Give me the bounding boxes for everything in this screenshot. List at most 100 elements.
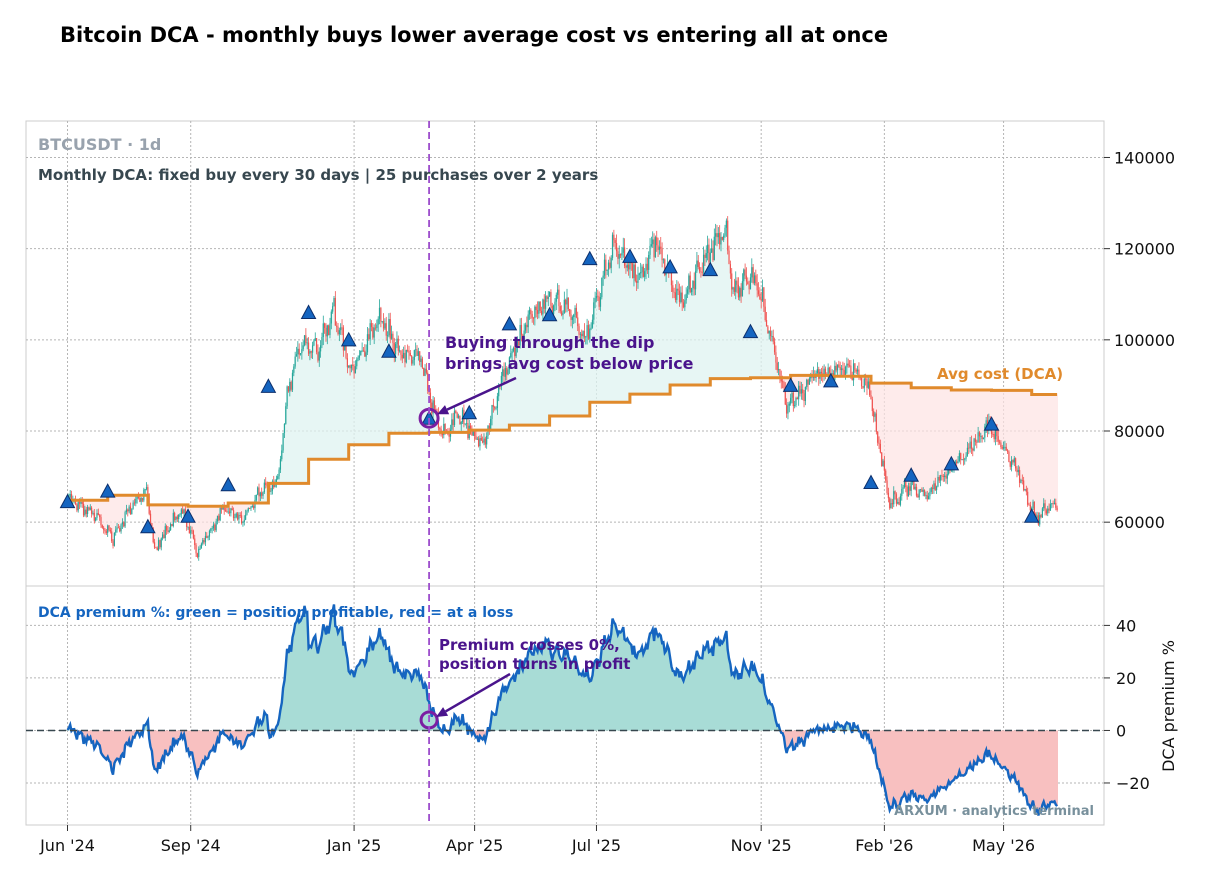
candle-620 bbox=[897, 498, 899, 505]
candle-351 bbox=[536, 301, 539, 320]
x-tick-label-3: Apr '25 bbox=[446, 836, 504, 855]
candle-182 bbox=[310, 350, 312, 359]
candle-body-86 bbox=[182, 509, 184, 514]
candle-584 bbox=[848, 360, 851, 368]
candle-body-710 bbox=[1017, 470, 1019, 473]
candle-body-514 bbox=[755, 275, 757, 284]
candle-body-340 bbox=[522, 334, 524, 340]
candle-99 bbox=[199, 545, 201, 550]
candle-body-260 bbox=[415, 349, 417, 351]
candle-body-644 bbox=[929, 491, 931, 497]
candle-575 bbox=[836, 364, 839, 377]
candle-482 bbox=[712, 240, 714, 262]
candle-641 bbox=[925, 491, 927, 500]
candle-body-494 bbox=[728, 250, 730, 265]
candle-245 bbox=[395, 341, 397, 362]
candle-body-374 bbox=[567, 297, 569, 310]
candle-body-641 bbox=[925, 495, 927, 497]
candle-body-697 bbox=[1000, 442, 1002, 448]
candle-639 bbox=[922, 487, 924, 497]
candle-body-623 bbox=[901, 488, 903, 496]
candle-51 bbox=[135, 496, 137, 507]
candle-body-180 bbox=[307, 342, 310, 354]
candle-400 bbox=[602, 270, 604, 286]
candle-205 bbox=[341, 319, 343, 336]
candle-body-673 bbox=[968, 447, 970, 449]
candle-body-280 bbox=[441, 432, 444, 436]
candle-body-116 bbox=[222, 506, 224, 510]
candle-body-729 bbox=[1043, 503, 1045, 509]
candle-body-473 bbox=[700, 271, 702, 273]
buy-marker-16 bbox=[702, 261, 719, 277]
candle-352 bbox=[538, 301, 540, 319]
candle-653 bbox=[941, 469, 943, 481]
candle-body-327 bbox=[504, 368, 507, 377]
candle-529 bbox=[775, 345, 777, 370]
candle-body-141 bbox=[255, 494, 257, 501]
premium-event-text-line2: position turns in profit bbox=[439, 655, 630, 673]
candle-127 bbox=[236, 512, 239, 521]
candle-216 bbox=[356, 357, 358, 370]
candle-435 bbox=[649, 238, 651, 260]
candle-body-512 bbox=[752, 267, 754, 283]
candle-550 bbox=[803, 389, 805, 408]
candle-body-724 bbox=[1036, 515, 1038, 518]
candle-body-685 bbox=[984, 426, 986, 438]
candle-528 bbox=[773, 337, 776, 355]
candle-body-534 bbox=[782, 381, 784, 383]
candle-body-694 bbox=[996, 430, 998, 437]
candle-197 bbox=[330, 309, 332, 330]
candle-223 bbox=[365, 344, 367, 362]
candle-437 bbox=[652, 231, 654, 248]
candle-602 bbox=[873, 408, 875, 423]
candle-211 bbox=[349, 364, 351, 376]
candle-573 bbox=[834, 360, 836, 384]
candle-body-709 bbox=[1016, 468, 1018, 473]
buy-marker-12 bbox=[541, 306, 558, 322]
candle-body-628 bbox=[907, 486, 910, 497]
candle-465 bbox=[689, 271, 691, 294]
candle-72 bbox=[163, 529, 165, 539]
candle-body-619 bbox=[895, 494, 898, 504]
candle-body-75 bbox=[167, 530, 169, 533]
candle-body-604 bbox=[875, 413, 877, 432]
candle-626 bbox=[905, 481, 907, 493]
candle-62 bbox=[149, 510, 152, 527]
candle-353 bbox=[539, 301, 541, 314]
candle-19 bbox=[92, 510, 94, 516]
candle-92 bbox=[190, 526, 192, 538]
candle-86 bbox=[182, 505, 184, 514]
candle-body-712 bbox=[1020, 480, 1022, 483]
candle-body-583 bbox=[847, 363, 849, 366]
candle-705 bbox=[1011, 456, 1013, 472]
candle-110 bbox=[214, 523, 216, 533]
candle-504 bbox=[741, 273, 744, 297]
candle-445 bbox=[662, 258, 665, 264]
candle-676 bbox=[972, 447, 974, 457]
candle-668 bbox=[961, 459, 963, 461]
candle-body-72 bbox=[163, 534, 165, 538]
candle-273 bbox=[432, 395, 434, 419]
candle-body-177 bbox=[303, 335, 306, 346]
candle-619 bbox=[895, 492, 898, 507]
x-tick-label-0: Jun '24 bbox=[39, 836, 95, 855]
candle-483 bbox=[713, 228, 715, 261]
candle-441 bbox=[657, 237, 659, 257]
candle-body-603 bbox=[874, 413, 876, 417]
candle-511 bbox=[751, 258, 753, 283]
candle-291 bbox=[456, 411, 458, 419]
candle-464 bbox=[688, 273, 690, 295]
candle-261 bbox=[416, 345, 418, 357]
candle-body-354 bbox=[540, 310, 543, 315]
candle-body-725 bbox=[1037, 515, 1039, 525]
candle-228 bbox=[372, 322, 374, 340]
candle-body-235 bbox=[381, 320, 383, 322]
candle-body-369 bbox=[561, 311, 563, 316]
candle-body-481 bbox=[711, 248, 713, 253]
candle-body-187 bbox=[317, 352, 319, 361]
candle-329 bbox=[507, 367, 509, 376]
candle-642 bbox=[926, 490, 928, 502]
candle-body-381 bbox=[577, 317, 579, 327]
candle-476 bbox=[704, 249, 706, 267]
candle-body-401 bbox=[603, 259, 606, 276]
